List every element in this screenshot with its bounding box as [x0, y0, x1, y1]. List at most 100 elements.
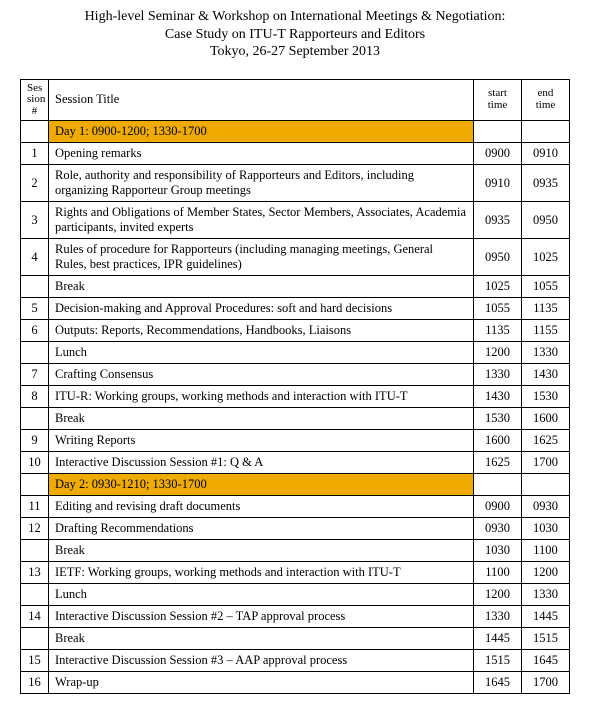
col-start-l1: start [488, 87, 507, 99]
cell-end-time: 1445 [522, 606, 570, 628]
cell-session-title: Break [49, 276, 474, 298]
cell-start-time: 1445 [474, 628, 522, 650]
cell-session-title: IETF: Working groups, working methods an… [49, 562, 474, 584]
col-session-title: Session Title [49, 79, 474, 121]
col-session-num: Ses sion # [21, 79, 49, 121]
table-row: 9Writing Reports16001625 [21, 430, 570, 452]
cell-session-title: Break [49, 540, 474, 562]
cell-session-title: ITU-R: Working groups, working methods a… [49, 386, 474, 408]
cell-session-num [21, 474, 49, 496]
page: High-level Seminar & Workshop on Interna… [0, 0, 590, 714]
cell-session-num: 7 [21, 364, 49, 386]
cell-end-time: 1700 [522, 452, 570, 474]
table-row: Break10251055 [21, 276, 570, 298]
cell-start-time: 1330 [474, 606, 522, 628]
cell-start-time [474, 121, 522, 143]
cell-session-num: 15 [21, 650, 49, 672]
cell-session-title: Opening remarks [49, 143, 474, 165]
cell-session-title: Interactive Discussion Session #2 – TAP … [49, 606, 474, 628]
cell-end-time: 1625 [522, 430, 570, 452]
cell-session-title: Break [49, 408, 474, 430]
cell-end-time: 1430 [522, 364, 570, 386]
cell-session-num: 8 [21, 386, 49, 408]
table-row: 5Decision-making and Approval Procedures… [21, 298, 570, 320]
cell-end-time: 1600 [522, 408, 570, 430]
table-row: 14Interactive Discussion Session #2 – TA… [21, 606, 570, 628]
document-header: High-level Seminar & Workshop on Interna… [20, 8, 570, 61]
cell-start-time: 0930 [474, 518, 522, 540]
cell-session-title: Day 2: 0930-1210; 1330-1700 [49, 474, 474, 496]
table-row: 3Rights and Obligations of Member States… [21, 202, 570, 239]
cell-end-time: 0935 [522, 165, 570, 202]
cell-session-title: Wrap-up [49, 672, 474, 694]
header-line-1: High-level Seminar & Workshop on Interna… [20, 8, 570, 26]
cell-session-title: Outputs: Reports, Recommendations, Handb… [49, 320, 474, 342]
cell-session-num: 9 [21, 430, 49, 452]
table-row: 15Interactive Discussion Session #3 – AA… [21, 650, 570, 672]
cell-end-time: 1700 [522, 672, 570, 694]
table-row: 7Crafting Consensus13301430 [21, 364, 570, 386]
table-row: 16Wrap-up16451700 [21, 672, 570, 694]
cell-start-time: 1645 [474, 672, 522, 694]
cell-session-num: 13 [21, 562, 49, 584]
cell-session-num [21, 628, 49, 650]
cell-start-time: 0935 [474, 202, 522, 239]
cell-session-num: 14 [21, 606, 49, 628]
col-end-l1: end [538, 87, 554, 99]
table-row: Day 2: 0930-1210; 1330-1700 [21, 474, 570, 496]
schedule-body: Day 1: 0900-1200; 1330-17001Opening rema… [21, 121, 570, 694]
cell-session-title: Lunch [49, 584, 474, 606]
table-row: 12Drafting Recommendations09301030 [21, 518, 570, 540]
cell-end-time: 1155 [522, 320, 570, 342]
cell-session-num: 5 [21, 298, 49, 320]
cell-start-time: 0900 [474, 143, 522, 165]
cell-session-title: Break [49, 628, 474, 650]
cell-start-time: 1430 [474, 386, 522, 408]
cell-session-title: Drafting Recommendations [49, 518, 474, 540]
cell-end-time: 1100 [522, 540, 570, 562]
cell-session-title: Interactive Discussion Session #3 – AAP … [49, 650, 474, 672]
table-row: 11Editing and revising draft documents09… [21, 496, 570, 518]
cell-session-title: Crafting Consensus [49, 364, 474, 386]
cell-start-time: 1100 [474, 562, 522, 584]
cell-start-time: 1330 [474, 364, 522, 386]
cell-end-time: 1330 [522, 584, 570, 606]
table-row: 13IETF: Working groups, working methods … [21, 562, 570, 584]
col-end-time: end time [522, 79, 570, 121]
col-start-l2: time [488, 99, 508, 111]
cell-end-time [522, 474, 570, 496]
schedule-table: Ses sion # Session Title start time [20, 79, 570, 695]
cell-start-time: 1625 [474, 452, 522, 474]
cell-start-time: 1200 [474, 584, 522, 606]
cell-session-num: 2 [21, 165, 49, 202]
cell-start-time: 1200 [474, 342, 522, 364]
col-session-num-l3: # [32, 105, 38, 117]
cell-start-time: 1135 [474, 320, 522, 342]
cell-session-num [21, 408, 49, 430]
cell-end-time: 1530 [522, 386, 570, 408]
cell-session-num: 11 [21, 496, 49, 518]
cell-session-num: 10 [21, 452, 49, 474]
cell-session-num [21, 342, 49, 364]
cell-end-time: 1055 [522, 276, 570, 298]
cell-start-time: 1530 [474, 408, 522, 430]
table-row: 10Interactive Discussion Session #1: Q &… [21, 452, 570, 474]
cell-end-time: 0930 [522, 496, 570, 518]
cell-session-title: Lunch [49, 342, 474, 364]
table-row: Break10301100 [21, 540, 570, 562]
cell-session-num [21, 121, 49, 143]
header-line-3: Tokyo, 26-27 September 2013 [20, 43, 570, 61]
table-row: 1Opening remarks09000910 [21, 143, 570, 165]
table-row: 2Role, authority and responsibility of R… [21, 165, 570, 202]
col-end-l2: time [536, 99, 556, 111]
cell-start-time: 1030 [474, 540, 522, 562]
cell-session-num: 4 [21, 239, 49, 276]
cell-session-num: 16 [21, 672, 49, 694]
cell-start-time: 1055 [474, 298, 522, 320]
table-row: 4Rules of procedure for Rapporteurs (inc… [21, 239, 570, 276]
table-row: Lunch12001330 [21, 342, 570, 364]
cell-session-num [21, 540, 49, 562]
table-row: Day 1: 0900-1200; 1330-1700 [21, 121, 570, 143]
cell-session-num: 6 [21, 320, 49, 342]
table-row: Break15301600 [21, 408, 570, 430]
